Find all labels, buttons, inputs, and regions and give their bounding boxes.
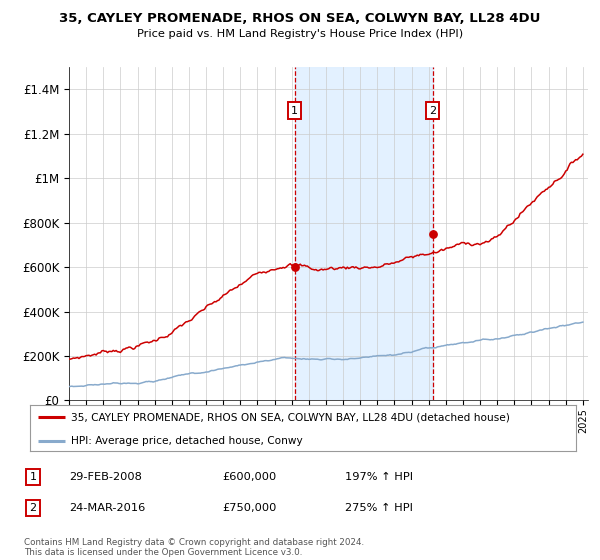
Text: 197% ↑ HPI: 197% ↑ HPI	[345, 472, 413, 482]
Point	[428, 230, 437, 239]
Text: 1: 1	[291, 105, 298, 115]
Text: Price paid vs. HM Land Registry's House Price Index (HPI): Price paid vs. HM Land Registry's House …	[137, 29, 463, 39]
Text: 35, CAYLEY PROMENADE, RHOS ON SEA, COLWYN BAY, LL28 4DU: 35, CAYLEY PROMENADE, RHOS ON SEA, COLWY…	[59, 12, 541, 25]
Text: £750,000: £750,000	[222, 503, 277, 513]
Text: 29-FEB-2008: 29-FEB-2008	[69, 472, 142, 482]
Text: 1: 1	[29, 472, 37, 482]
Text: 2: 2	[29, 503, 37, 513]
Text: 24-MAR-2016: 24-MAR-2016	[69, 503, 145, 513]
Text: HPI: Average price, detached house, Conwy: HPI: Average price, detached house, Conw…	[71, 436, 303, 446]
Point	[290, 263, 299, 272]
Text: 35, CAYLEY PROMENADE, RHOS ON SEA, COLWYN BAY, LL28 4DU (detached house): 35, CAYLEY PROMENADE, RHOS ON SEA, COLWY…	[71, 412, 510, 422]
Bar	[295, 67, 433, 400]
Text: £600,000: £600,000	[222, 472, 276, 482]
Text: 275% ↑ HPI: 275% ↑ HPI	[345, 503, 413, 513]
Text: 2: 2	[429, 105, 436, 115]
Text: Contains HM Land Registry data © Crown copyright and database right 2024.
This d: Contains HM Land Registry data © Crown c…	[24, 538, 364, 557]
